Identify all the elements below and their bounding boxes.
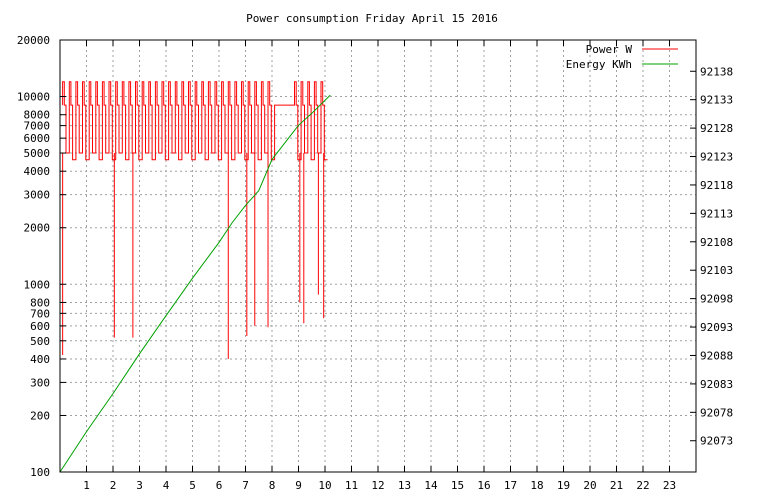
y2-tick-label: 92123 (700, 151, 733, 164)
x-tick-label: 5 (189, 479, 196, 492)
y-tick-label: 7000 (24, 120, 51, 133)
energy-series-line (59, 94, 331, 473)
x-tick-label: 16 (477, 479, 490, 492)
y-tick-label: 2000 (24, 222, 51, 235)
y2-tick-label: 92098 (700, 293, 733, 306)
y-tick-label: 6000 (24, 132, 51, 145)
axis-ticks: 1 2 3 4 5 6 7 8 9 10 11 12 13 14 15 16 17 18 19 20 21 22 23100… (17, 34, 733, 492)
y2-tick-label: 92113 (700, 207, 733, 220)
x-tick-label: 18 (530, 479, 543, 492)
y-tick-label: 5000 (24, 147, 51, 160)
y-tick-label: 10000 (17, 91, 50, 104)
x-tick-label: 19 (557, 479, 570, 492)
x-tick-label: 17 (504, 479, 517, 492)
y2-tick-label: 92138 (700, 65, 733, 78)
x-tick-label: 15 (451, 479, 464, 492)
x-tick-label: 10 (318, 479, 331, 492)
power-series-line (62, 81, 328, 161)
y2-tick-label: 92128 (700, 122, 733, 135)
chart-title: Power consumption Friday April 15 2016 (246, 12, 498, 25)
x-tick-label: 4 (163, 479, 170, 492)
x-tick-label: 11 (345, 479, 358, 492)
y-tick-label: 3000 (24, 189, 51, 202)
x-tick-label: 13 (398, 479, 411, 492)
y-tick-label: 300 (30, 376, 50, 389)
y2-tick-label: 92073 (700, 435, 733, 448)
y-tick-label: 4000 (24, 165, 51, 178)
y2-tick-label: 92103 (700, 264, 733, 277)
x-tick-label: 7 (242, 479, 249, 492)
y2-tick-label: 92108 (700, 236, 733, 249)
y-tick-label: 20000 (17, 34, 50, 47)
grid (60, 40, 696, 472)
y-tick-label: 1000 (24, 278, 51, 291)
x-tick-label: 1 (83, 479, 90, 492)
legend-label: Energy KWh (566, 58, 632, 71)
y2-tick-label: 92083 (700, 378, 733, 391)
y-tick-label: 200 (30, 409, 50, 422)
y-tick-label: 800 (30, 296, 50, 309)
x-tick-label: 8 (269, 479, 276, 492)
x-tick-label: 9 (295, 479, 302, 492)
x-tick-label: 6 (216, 479, 223, 492)
x-tick-label: 2 (110, 479, 117, 492)
x-tick-label: 20 (583, 479, 596, 492)
x-tick-label: 12 (371, 479, 384, 492)
y2-tick-label: 92118 (700, 179, 733, 192)
legend: Power W Energy KWh (566, 43, 678, 71)
x-tick-label: 23 (663, 479, 676, 492)
y2-tick-label: 92088 (700, 349, 733, 362)
x-tick-label: 22 (636, 479, 649, 492)
y2-tick-label: 92093 (700, 321, 733, 334)
legend-label: Power W (586, 43, 633, 56)
y-tick-label: 500 (30, 335, 50, 348)
x-tick-label: 21 (610, 479, 623, 492)
y-tick-label: 600 (30, 320, 50, 333)
y-tick-label: 700 (30, 307, 50, 320)
y-tick-label: 8000 (24, 109, 51, 122)
y2-tick-label: 92078 (700, 406, 733, 419)
y-tick-label: 400 (30, 353, 50, 366)
y2-tick-label: 92133 (700, 94, 733, 107)
x-tick-label: 14 (424, 479, 438, 492)
y-tick-label: 100 (30, 466, 50, 479)
x-tick-label: 3 (136, 479, 143, 492)
series-layer (59, 81, 331, 473)
